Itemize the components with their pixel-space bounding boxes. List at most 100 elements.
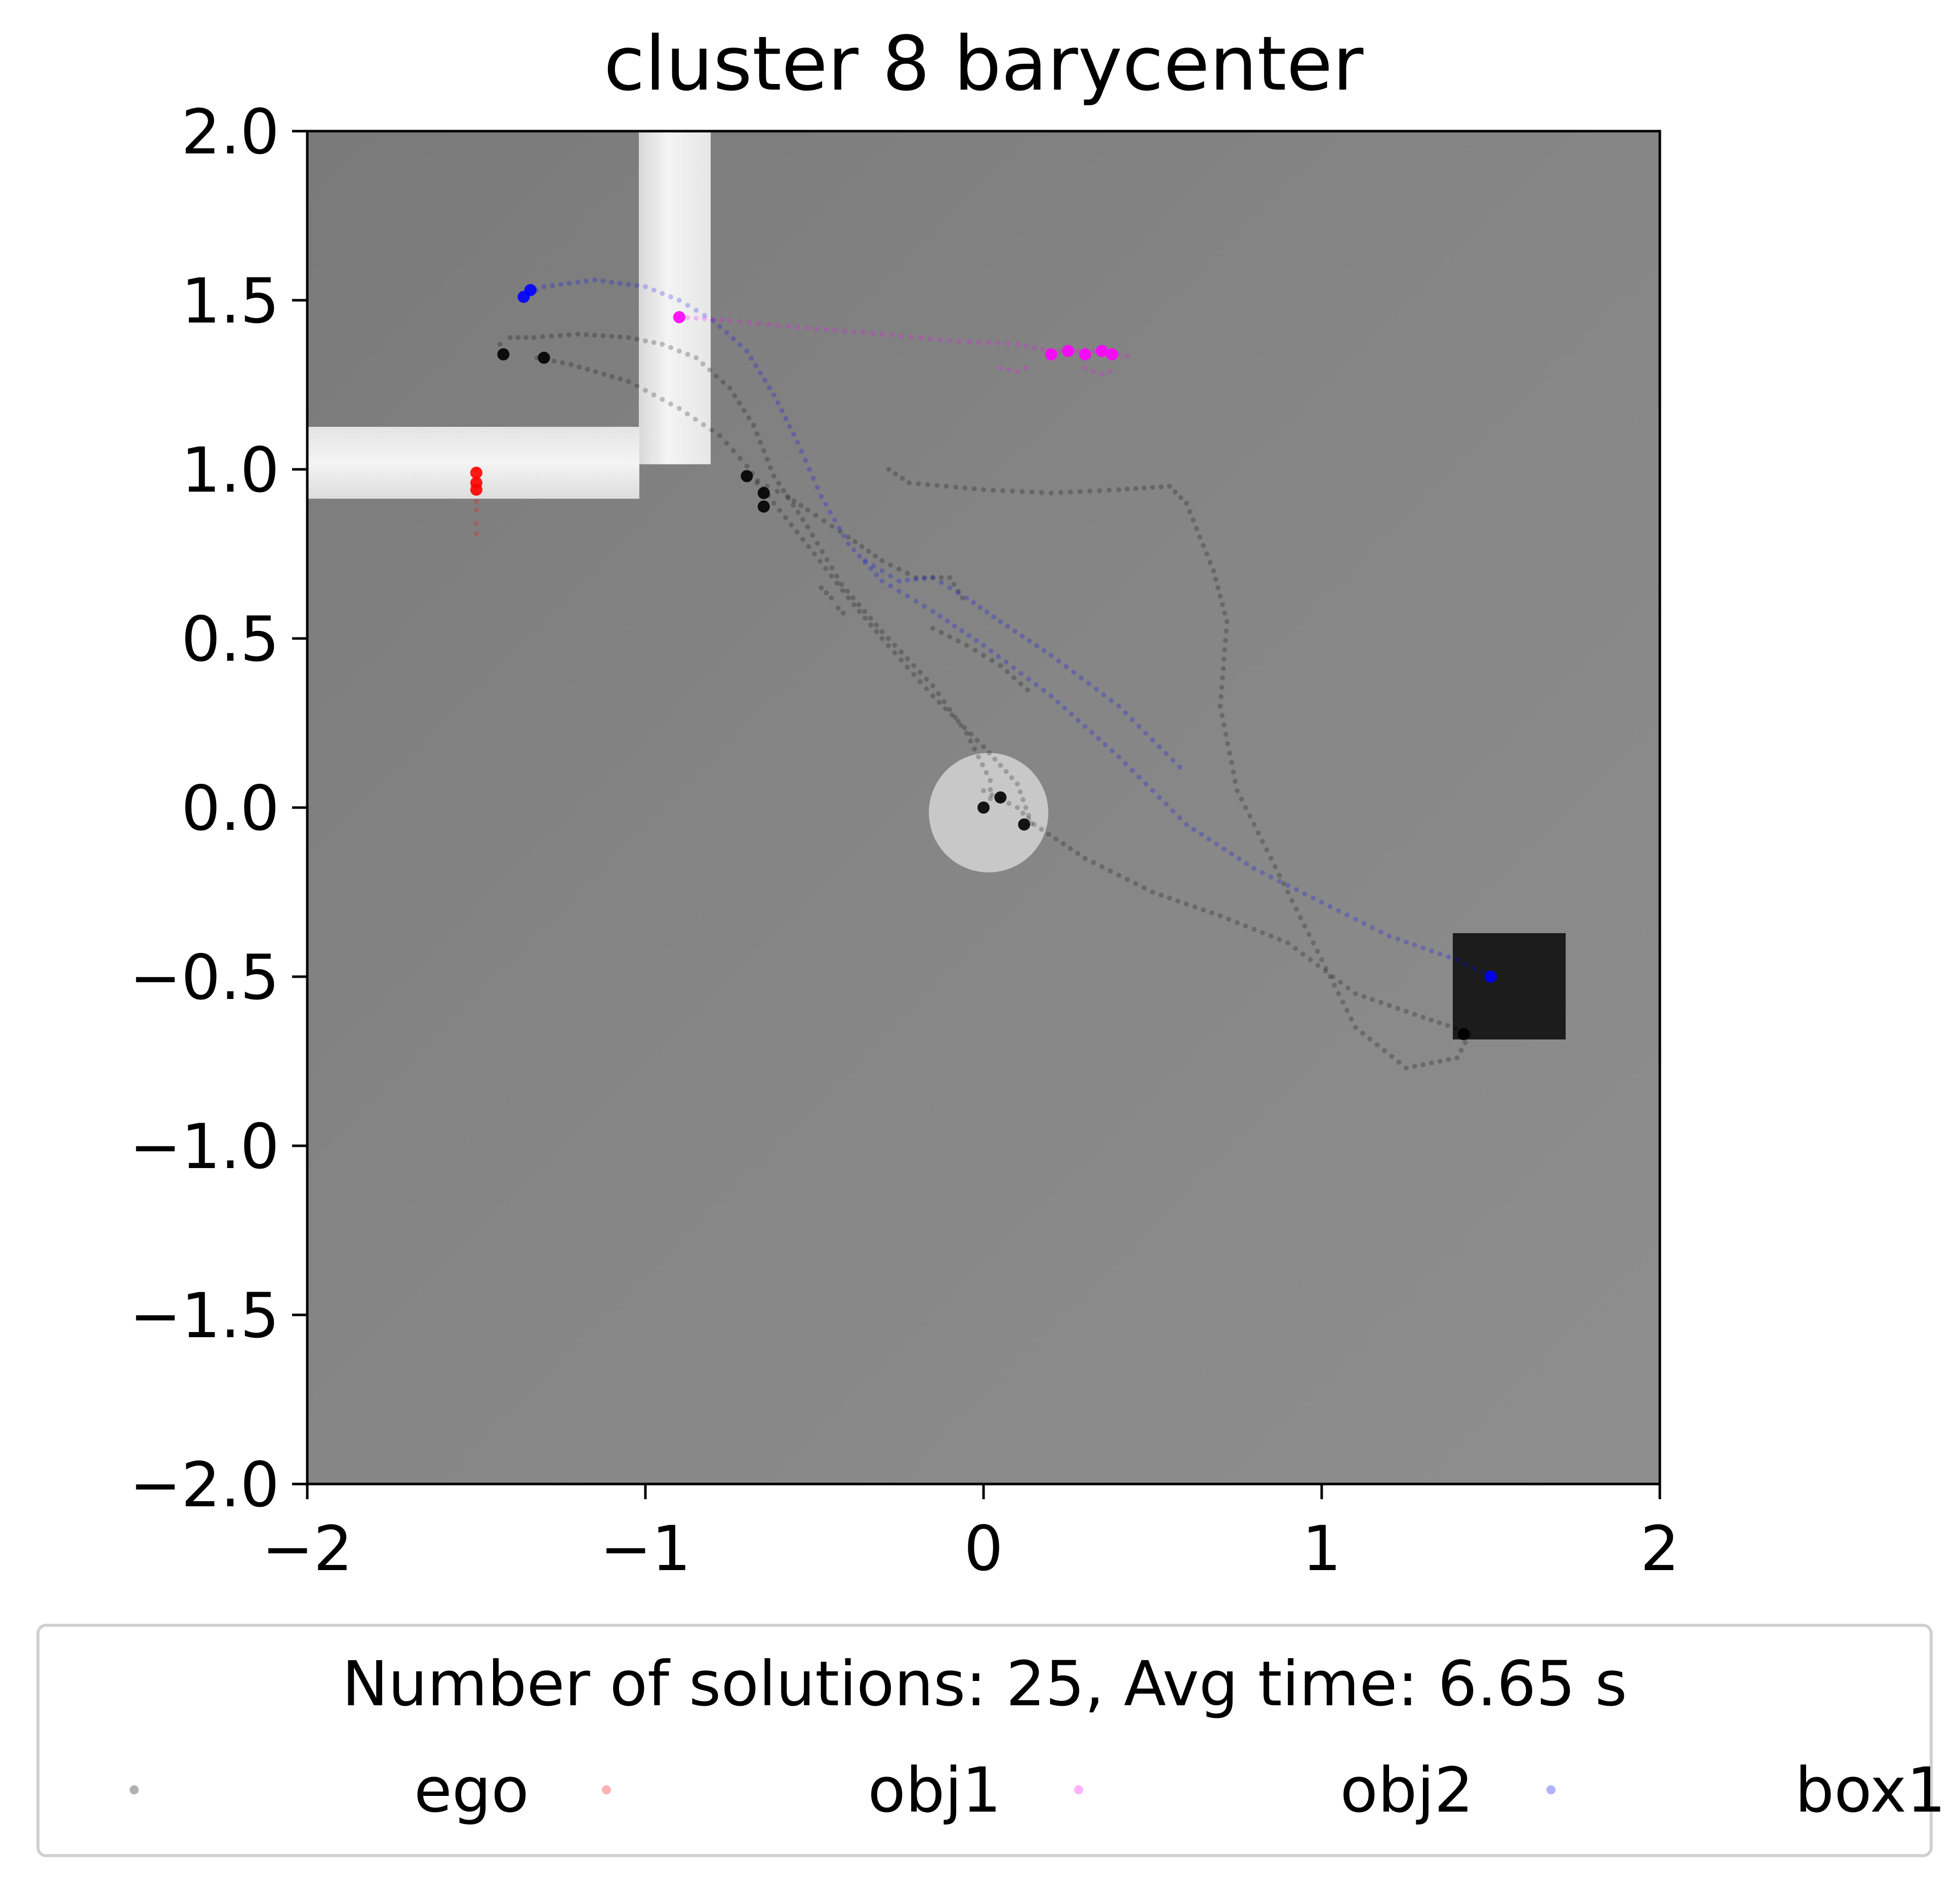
x-tick-label: 0	[964, 1513, 1003, 1585]
ego-point	[1338, 980, 1343, 985]
ego-point	[886, 636, 891, 641]
ego-point	[634, 336, 640, 342]
ego-point	[879, 629, 885, 634]
ego-point	[1231, 769, 1236, 775]
box1-point	[1437, 951, 1443, 956]
ego-point	[707, 367, 712, 373]
ego-point	[845, 534, 851, 540]
box1-point	[1183, 822, 1189, 827]
ego-point	[1167, 895, 1172, 901]
box1-point	[879, 578, 885, 584]
box1-point	[1170, 757, 1176, 763]
ego-point	[905, 571, 910, 576]
ego-point	[737, 400, 742, 406]
box1-point	[779, 408, 785, 414]
wall-vertical	[639, 131, 711, 464]
box1-point	[1236, 856, 1242, 861]
obj2-point	[1023, 365, 1029, 371]
ego-point	[1374, 1042, 1380, 1048]
box1-point	[977, 605, 983, 610]
ego-point	[1243, 923, 1248, 929]
box1-point	[1096, 736, 1101, 741]
ego-point	[907, 480, 912, 486]
box1-point	[1170, 808, 1176, 814]
box1-point	[1446, 954, 1451, 959]
ego-point	[1224, 619, 1230, 624]
ego-point	[634, 383, 640, 389]
box1-point	[600, 278, 606, 284]
ego-point	[879, 558, 885, 564]
ego-point	[746, 415, 752, 421]
ego-point	[873, 553, 878, 559]
y-axis: 2.0 1.5 1.0 0.5 0.0 −0.5 −1.0 −1.5 −2.0	[130, 96, 307, 1521]
box1-point	[970, 600, 976, 606]
box1-point	[1163, 801, 1169, 807]
ego-point	[609, 334, 615, 339]
box1-point	[1229, 851, 1234, 857]
ego-point	[835, 605, 841, 611]
ego-point	[1345, 985, 1351, 991]
obj2-point	[1057, 348, 1063, 354]
legend-title: Number of solutions: 25, Avg time: 6.65 …	[342, 1648, 1627, 1720]
box1-point	[984, 609, 990, 615]
ego-point	[1053, 836, 1059, 842]
ego-point	[507, 335, 513, 340]
ego-point	[755, 478, 760, 484]
ego-point	[981, 744, 986, 749]
ego-point	[805, 524, 810, 530]
box1-point	[828, 509, 833, 515]
ego-point	[1017, 789, 1023, 794]
box1-point	[1327, 904, 1333, 909]
ego-point	[930, 693, 935, 699]
ego-point	[1222, 610, 1228, 616]
ego-point	[676, 406, 682, 411]
ego-endpoint	[741, 470, 753, 483]
box1-point	[541, 284, 547, 290]
box1-point	[575, 279, 581, 285]
ego-point	[1018, 681, 1024, 687]
ego-point	[1046, 831, 1051, 837]
ego-point	[998, 663, 1003, 668]
ego-point	[1032, 822, 1037, 827]
obj1-endpoint	[470, 466, 482, 479]
ego-point	[1187, 509, 1193, 514]
x-axis: −2 −1 0 1 2	[262, 1484, 1680, 1585]
ego-point	[1226, 916, 1232, 922]
ego-point	[1264, 847, 1270, 853]
ego-point	[1213, 577, 1218, 582]
ego-point	[609, 374, 615, 379]
obj2-point	[889, 332, 894, 338]
ego-point	[685, 351, 690, 357]
ego-point	[1124, 876, 1130, 882]
box1-point	[832, 517, 838, 523]
box1-point	[730, 336, 736, 342]
ego-point	[1353, 1025, 1358, 1030]
ego-point	[924, 686, 929, 692]
ego-point	[540, 334, 545, 340]
ego-point	[953, 485, 958, 490]
box1-point	[617, 280, 623, 286]
ego-point	[1158, 892, 1164, 898]
ego-point	[560, 360, 565, 366]
obj2-endpoint	[1045, 348, 1057, 360]
box1-point	[857, 553, 863, 559]
ego-point	[979, 762, 985, 768]
ego-point	[958, 723, 964, 728]
ego-point	[1429, 1060, 1435, 1066]
obj2-point	[851, 329, 856, 335]
obj2-point	[823, 327, 829, 332]
ego-point	[1201, 543, 1206, 548]
ego-point	[917, 679, 923, 685]
ego-point	[1010, 488, 1015, 494]
ego-point	[1219, 713, 1225, 718]
ego-point	[852, 539, 858, 544]
obj2-point	[879, 331, 885, 337]
ego-point	[727, 385, 732, 391]
box1-point	[1244, 861, 1249, 866]
ego-point	[549, 333, 554, 339]
ego-point	[1077, 489, 1083, 494]
box1-point	[799, 449, 804, 454]
box1-point	[1150, 737, 1155, 743]
box1-point	[955, 590, 961, 595]
box1-point	[558, 282, 563, 287]
